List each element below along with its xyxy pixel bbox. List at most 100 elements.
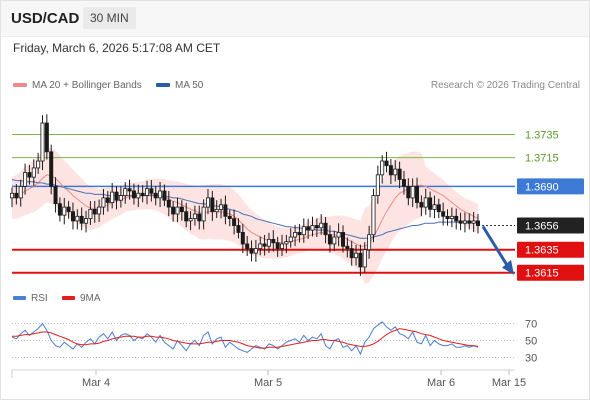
candle <box>162 184 167 207</box>
candle-body <box>349 248 354 259</box>
candle-body <box>236 225 241 233</box>
price-label-1.3715: 1.3715 <box>525 153 559 165</box>
candle <box>153 186 158 206</box>
candle <box>401 170 406 195</box>
candle <box>236 218 241 239</box>
candle-body <box>371 195 376 236</box>
ma50-legend-label: MA 50 <box>175 80 204 91</box>
candle <box>306 218 311 240</box>
candle-body <box>258 243 263 249</box>
candle <box>57 197 62 222</box>
price-levels <box>12 134 515 274</box>
candle-body <box>445 215 450 220</box>
candle <box>197 205 202 230</box>
price-label-1.3635: 1.3635 <box>517 241 584 258</box>
candle-body <box>110 191 115 203</box>
candle-body <box>375 174 380 196</box>
rsi-legend: RSI <box>13 293 48 304</box>
candle-body <box>401 179 406 187</box>
candle <box>23 163 28 195</box>
price-label-text: 1.3715 <box>525 153 559 165</box>
candle <box>423 188 428 215</box>
candle-body <box>441 211 446 217</box>
candle <box>380 155 385 184</box>
candle <box>467 213 472 230</box>
candle <box>449 207 454 228</box>
candle-body <box>53 185 58 205</box>
candle-body <box>223 204 228 217</box>
candle <box>419 195 424 217</box>
price-label-box <box>517 264 584 281</box>
price-label-box <box>517 178 584 195</box>
candle <box>70 202 75 230</box>
candle-body <box>458 220 463 224</box>
candle-body <box>57 203 62 216</box>
candle <box>75 209 80 230</box>
candle-body <box>293 232 298 238</box>
candle <box>166 190 171 217</box>
price-label-box <box>517 241 584 258</box>
candle-body <box>358 252 363 268</box>
candle <box>214 200 219 219</box>
candle <box>171 201 176 222</box>
price-label-text: 1.3656 <box>525 221 559 233</box>
candle-body <box>18 185 23 199</box>
candle <box>454 208 459 230</box>
timeframe-badge[interactable]: 30 MIN <box>83 7 136 29</box>
candle-body <box>397 168 402 180</box>
candle-body <box>462 220 467 224</box>
candle <box>110 182 115 209</box>
candle-body <box>92 208 97 215</box>
x-tick-mar-4: Mar 4 <box>82 377 110 389</box>
projection-arrow <box>481 225 514 275</box>
candle <box>367 225 372 259</box>
candle <box>384 151 389 173</box>
candle-body <box>266 238 271 247</box>
candle-body <box>227 215 232 220</box>
header-bar: USD/CAD 30 MIN <box>0 0 590 37</box>
ma9-legend: 9MA <box>62 293 101 304</box>
candle <box>358 244 363 276</box>
candle-body <box>136 192 141 199</box>
ma20-line <box>11 174 479 247</box>
candles <box>9 114 480 276</box>
candle <box>227 209 232 227</box>
candle <box>219 198 224 219</box>
research-credit: Research © 2026 Trading Central <box>430 80 580 91</box>
candle <box>436 198 441 219</box>
candle-body <box>123 188 128 196</box>
candle <box>27 165 32 185</box>
candle-body <box>9 192 14 199</box>
candle-body <box>380 160 385 176</box>
candle <box>40 115 45 171</box>
candle-body <box>49 151 54 187</box>
candle-body <box>327 234 332 245</box>
candle <box>271 230 276 252</box>
candle <box>397 161 402 189</box>
candle <box>340 225 345 253</box>
candle-body <box>140 192 145 196</box>
candle <box>123 182 128 204</box>
candle <box>140 185 145 203</box>
candle-body <box>280 243 285 249</box>
candle <box>262 234 267 256</box>
candle-body <box>158 190 163 199</box>
candle-body <box>27 172 32 178</box>
candle <box>192 205 197 226</box>
candle <box>293 224 298 247</box>
candle-body <box>201 206 206 222</box>
candle-body <box>162 190 167 201</box>
candle-body <box>362 249 367 268</box>
candle-body <box>88 208 93 220</box>
candle <box>388 159 393 185</box>
candle <box>184 202 189 228</box>
candle <box>175 197 180 222</box>
candle-body <box>301 226 306 236</box>
candle <box>79 207 84 231</box>
price-label-box <box>517 217 584 234</box>
candle-body <box>388 165 393 176</box>
candle-body <box>467 220 472 224</box>
ma20-swatch <box>13 83 27 88</box>
price-label-text: 1.3615 <box>525 268 559 280</box>
